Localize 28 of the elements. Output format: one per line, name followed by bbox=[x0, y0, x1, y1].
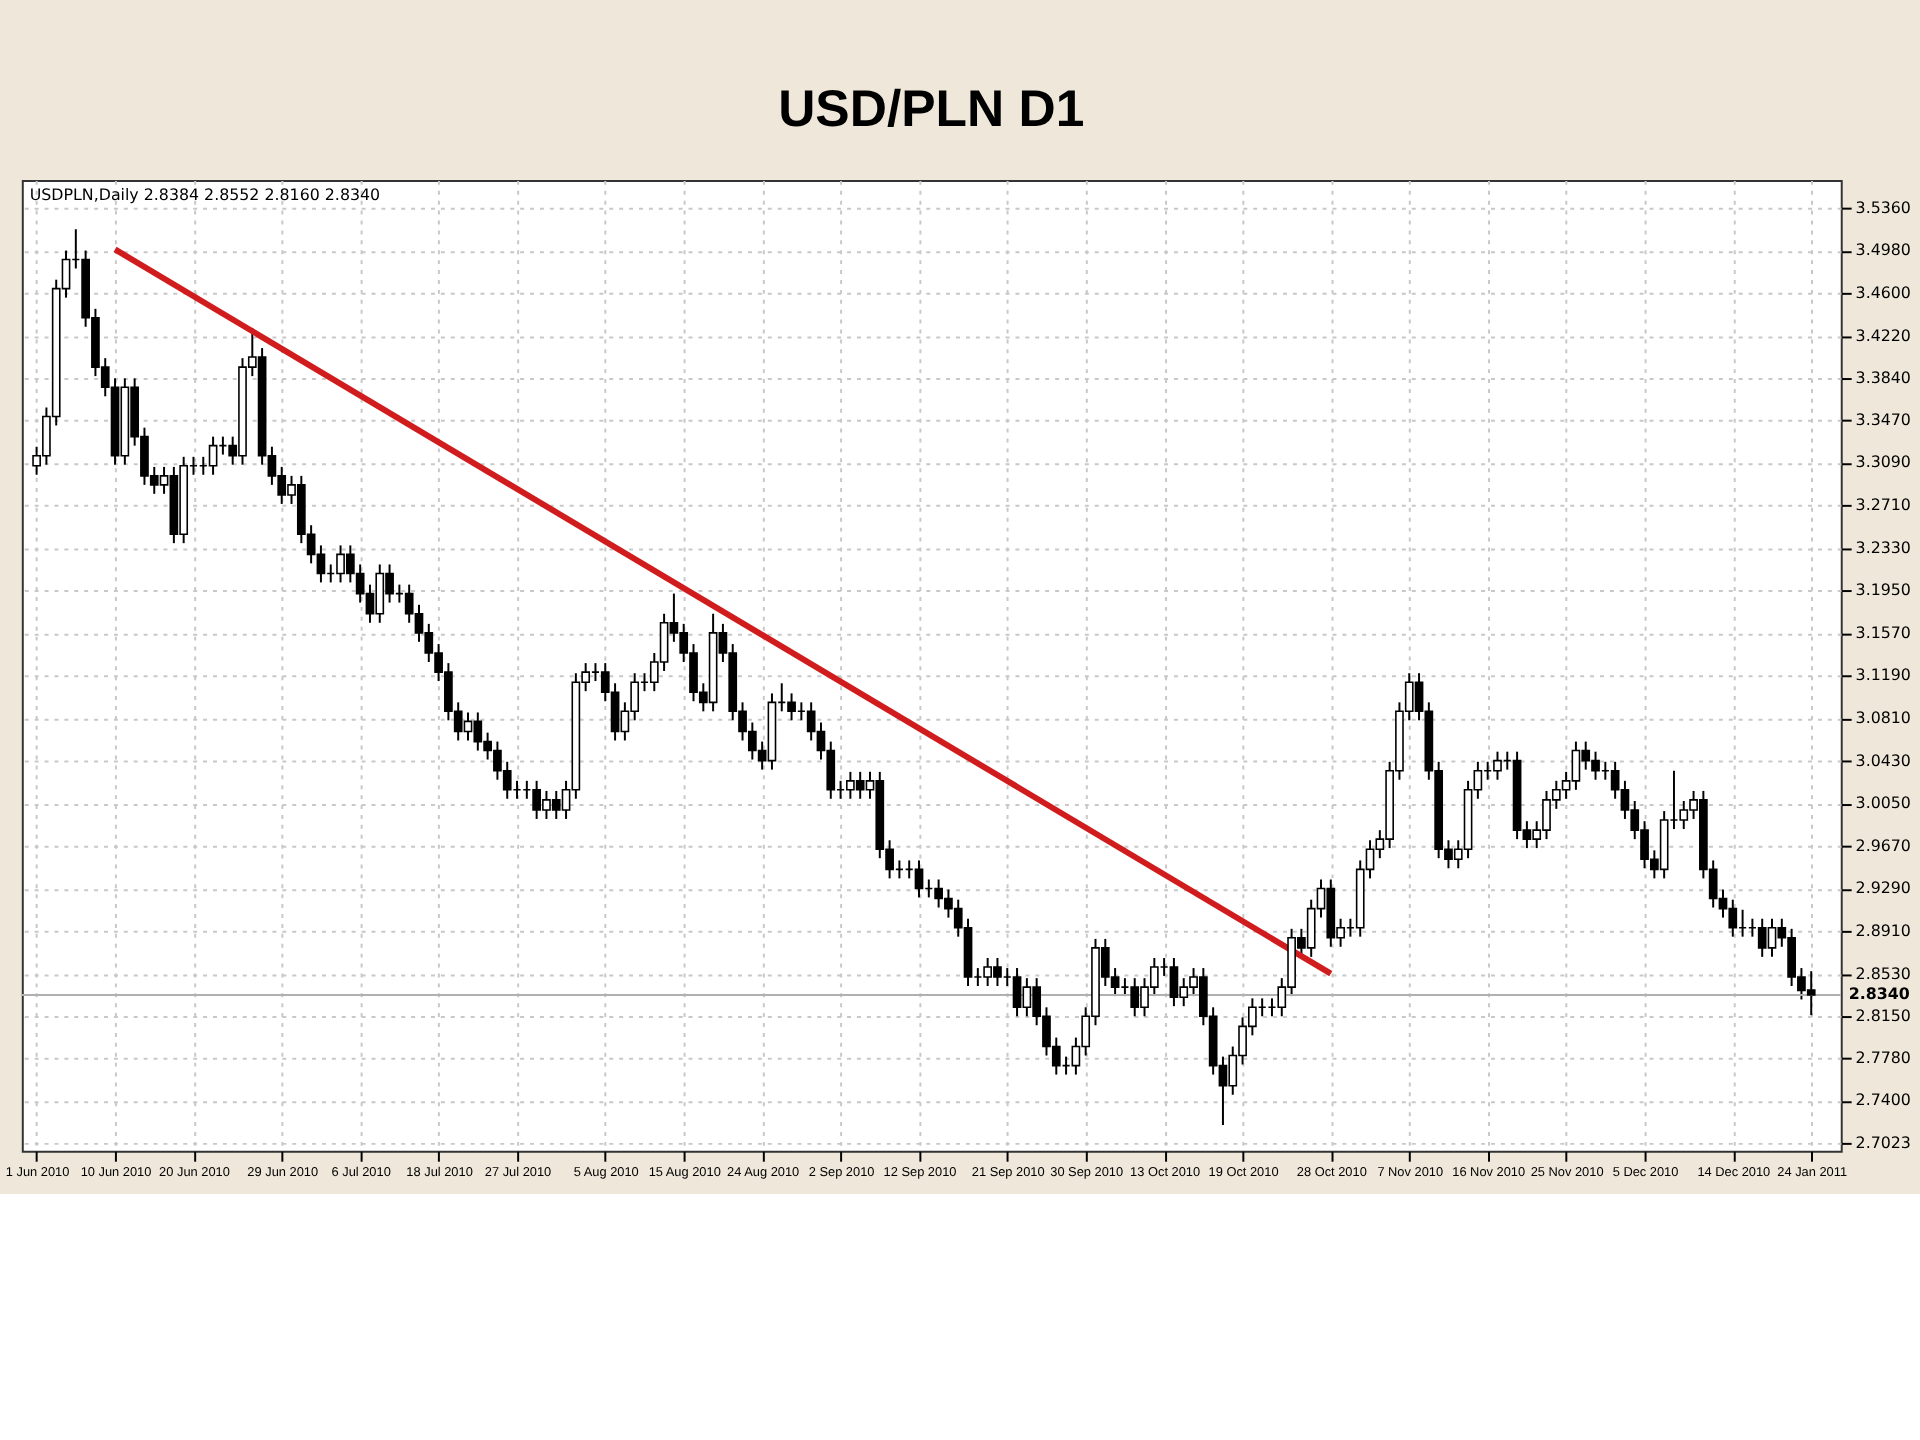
y-tick-label: 3.3090 bbox=[1855, 453, 1911, 472]
y-tick-label: 3.4220 bbox=[1855, 326, 1911, 345]
y-tick-label: 3.3470 bbox=[1855, 410, 1911, 429]
y-tick-label: 3.1950 bbox=[1855, 581, 1911, 600]
y-tick-label: 3.4980 bbox=[1855, 241, 1911, 260]
y-tick-label: 3.2330 bbox=[1855, 538, 1911, 557]
ref-line-label: 2.8340 bbox=[1848, 984, 1911, 1003]
chart-title: USD/PLN D1 bbox=[778, 82, 1085, 139]
y-tick-label: 2.8530 bbox=[1855, 964, 1911, 983]
y-tick-label: 3.3840 bbox=[1855, 369, 1911, 388]
y-tick-label: 2.7780 bbox=[1855, 1048, 1911, 1067]
y-tick-label: 2.8910 bbox=[1855, 922, 1911, 941]
y-tick-label: 2.9670 bbox=[1855, 836, 1911, 855]
y-tick-label: 2.9290 bbox=[1855, 879, 1911, 898]
y-tick-label: 3.5360 bbox=[1855, 198, 1911, 217]
y-tick-label: 2.8150 bbox=[1855, 1007, 1911, 1026]
y-tick-label: 3.2710 bbox=[1855, 495, 1911, 514]
y-tick-label: 3.1570 bbox=[1855, 623, 1911, 642]
y-tick-label: 3.0810 bbox=[1855, 709, 1911, 728]
y-tick-label: 2.7400 bbox=[1855, 1091, 1911, 1110]
y-tick-label: 2.7023 bbox=[1855, 1133, 1911, 1152]
y-tick-label: 3.1190 bbox=[1855, 666, 1911, 685]
y-tick-label: 3.0430 bbox=[1855, 751, 1911, 770]
annotation: USDPLN,Daily 2.8384 2.8552 2.8160 2.8340 bbox=[29, 185, 381, 204]
y-tick-label: 3.0050 bbox=[1855, 794, 1911, 813]
candlestick bbox=[208, 435, 218, 476]
candlestick bbox=[914, 859, 924, 899]
y-tick-label: 3.4600 bbox=[1855, 284, 1911, 303]
